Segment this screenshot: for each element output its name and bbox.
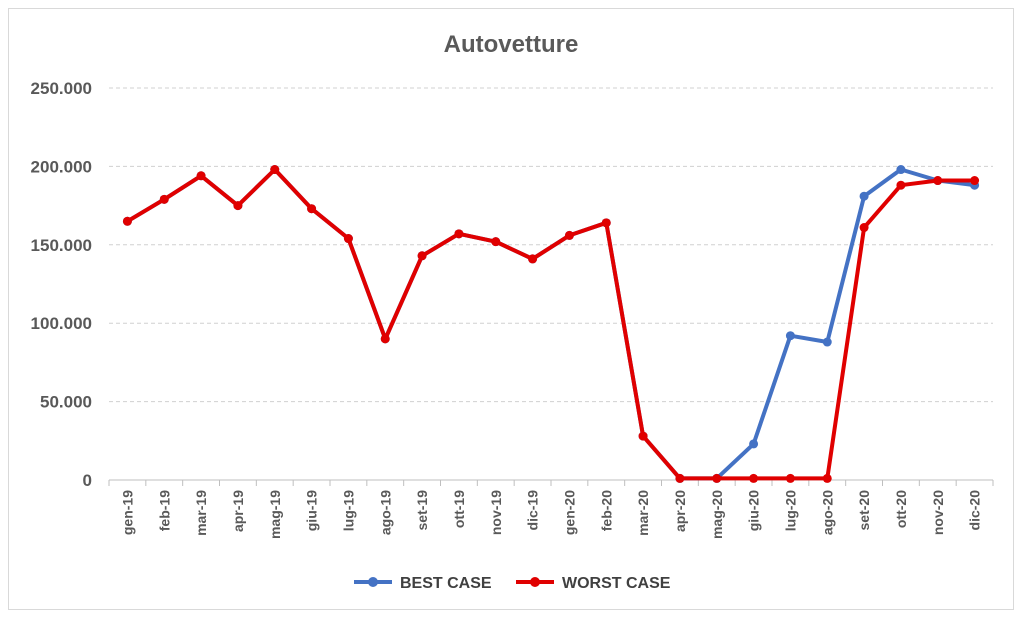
data-point xyxy=(454,229,464,239)
data-point xyxy=(859,223,869,233)
x-tick-label: giu-20 xyxy=(746,490,762,531)
y-tick-label: 50.000 xyxy=(40,393,92,412)
x-tick-label: set-19 xyxy=(414,490,430,531)
data-point xyxy=(896,180,906,190)
chart-frame xyxy=(8,8,1014,610)
y-tick-label: 0 xyxy=(83,471,92,490)
data-point xyxy=(343,234,353,244)
data-point xyxy=(270,165,280,175)
x-tick-label: feb-20 xyxy=(598,490,614,531)
data-point xyxy=(417,251,427,261)
x-tick-label: feb-19 xyxy=(156,490,172,531)
y-axis: 0 50.000 100.000 150.000 200.000 250.000 xyxy=(31,79,92,490)
legend-label: BEST CASE xyxy=(400,575,492,592)
data-point xyxy=(785,331,795,341)
data-point xyxy=(822,337,832,347)
data-point xyxy=(675,473,685,483)
chart-title: Autovetture xyxy=(444,31,579,58)
data-point xyxy=(822,473,832,483)
data-point xyxy=(159,194,169,204)
data-point xyxy=(859,191,869,201)
x-axis: gen-19 feb-19 mar-19 apr-19 mag-19 giu-19 lug-… xyxy=(108,479,994,539)
x-tick-label: gen-20 xyxy=(561,490,577,535)
data-point xyxy=(233,201,243,211)
x-tick-label: mag-20 xyxy=(709,490,725,539)
data-point xyxy=(601,218,611,228)
y-tick-label: 100.000 xyxy=(31,314,92,333)
legend-item-worst-case[interactable]: WORST CASE xyxy=(516,575,671,592)
series-line xyxy=(125,167,977,481)
x-tick-label: dic-20 xyxy=(967,490,983,531)
data-point xyxy=(564,230,574,240)
data-point xyxy=(528,254,538,264)
x-tick-label: mag-19 xyxy=(267,490,283,539)
y-tick-label: 150.000 xyxy=(31,236,92,255)
series-worst-case xyxy=(122,165,980,483)
x-tick-label: mar-19 xyxy=(193,490,209,536)
x-tick-label: dic-19 xyxy=(525,490,541,531)
data-point xyxy=(749,473,759,483)
legend-item-best-case[interactable]: BEST CASE xyxy=(354,575,492,592)
series-line xyxy=(125,167,977,481)
y-tick-label: 250.000 xyxy=(31,79,92,98)
x-tick-label: lug-19 xyxy=(340,490,356,531)
grid-lines xyxy=(109,87,993,403)
x-tick-label: lug-20 xyxy=(782,490,798,531)
x-tick-label: giu-19 xyxy=(304,490,320,531)
x-tick-label: nov-19 xyxy=(488,490,504,535)
data-point xyxy=(307,204,317,214)
x-tick-label: set-20 xyxy=(856,490,872,531)
data-point xyxy=(491,237,501,247)
x-tick-label: ago-20 xyxy=(819,490,835,535)
x-tick-label: apr-20 xyxy=(672,490,688,532)
x-tick-label: ago-19 xyxy=(377,490,393,535)
data-point xyxy=(712,473,722,483)
data-point xyxy=(122,216,132,226)
data-point xyxy=(933,176,943,186)
x-tick-label: mar-20 xyxy=(635,490,651,536)
data-point xyxy=(785,473,795,483)
legend-marker xyxy=(530,577,540,587)
x-tick-label: ott-20 xyxy=(893,490,909,528)
data-point xyxy=(896,165,906,175)
x-tick-label: nov-20 xyxy=(930,490,946,535)
x-tick-label: apr-19 xyxy=(230,490,246,532)
legend-marker xyxy=(368,577,378,587)
x-tick-label: gen-19 xyxy=(119,490,135,535)
y-tick-label: 200.000 xyxy=(31,157,92,176)
legend[interactable]: BEST CASE WORST CASE xyxy=(354,575,671,592)
data-point xyxy=(380,334,390,344)
series-group xyxy=(122,165,980,483)
data-point xyxy=(970,176,980,186)
data-point xyxy=(196,171,206,181)
x-tick-label: ott-19 xyxy=(451,490,467,528)
legend-label: WORST CASE xyxy=(562,575,671,592)
data-point xyxy=(749,439,759,449)
data-point xyxy=(638,431,648,441)
